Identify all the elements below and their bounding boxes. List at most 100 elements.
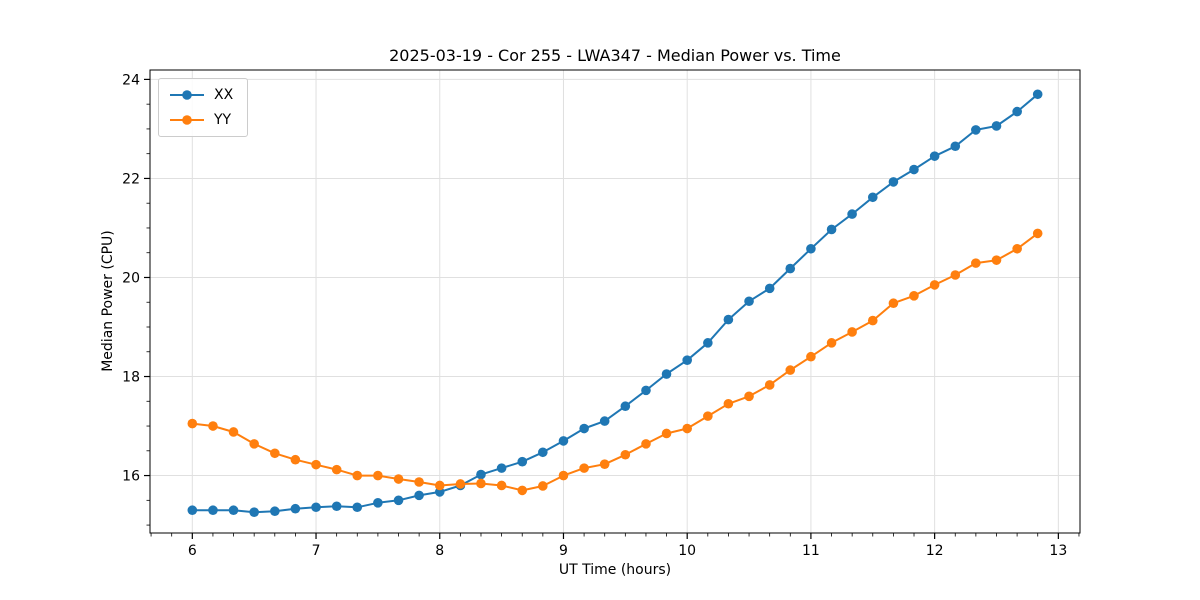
data-point-yy xyxy=(496,480,507,491)
y-tick-label-24: 24 xyxy=(122,72,140,88)
data-point-xx xyxy=(517,456,528,467)
data-point-yy xyxy=(352,470,363,481)
data-point-xx xyxy=(991,121,1002,131)
y-tick-label-18: 18 xyxy=(122,370,140,386)
data-point-yy xyxy=(599,459,610,469)
data-point-xx xyxy=(929,151,940,161)
data-point-xx xyxy=(496,463,507,473)
data-point-xx xyxy=(847,209,857,219)
data-point-xx xyxy=(785,263,796,274)
data-point-yy xyxy=(414,477,424,487)
data-point-xx xyxy=(682,355,692,365)
data-point-xx xyxy=(1032,89,1043,100)
x-tick-label-10: 10 xyxy=(678,543,696,559)
x-tick-label-8: 8 xyxy=(435,543,444,559)
data-point-yy xyxy=(558,470,569,481)
legend-marker-xx-icon xyxy=(170,90,204,100)
data-point-xx xyxy=(620,401,631,412)
data-point-yy xyxy=(991,255,1002,265)
series-xx-line xyxy=(191,93,1039,514)
data-point-yy xyxy=(764,380,775,390)
data-point-yy xyxy=(1032,228,1043,239)
legend-marker-yy-icon xyxy=(170,115,204,125)
data-point-yy xyxy=(682,423,692,434)
y-tick-label-20: 20 xyxy=(122,270,140,286)
data-point-yy xyxy=(373,470,383,481)
data-point-yy xyxy=(929,280,940,290)
data-point-yy xyxy=(187,418,198,429)
data-point-xx xyxy=(806,243,816,254)
legend-item-xx: XX xyxy=(168,85,233,105)
data-point-xx xyxy=(208,505,218,516)
data-point-yy xyxy=(950,270,961,280)
data-point-yy xyxy=(455,479,466,489)
data-point-xx xyxy=(393,495,404,506)
data-point-xx xyxy=(641,385,651,396)
x-tick-label-7: 7 xyxy=(312,543,321,559)
data-point-xx xyxy=(249,507,259,518)
y-tick-label-16: 16 xyxy=(122,469,140,485)
data-point-yy xyxy=(228,427,239,437)
chart-title: 2025-03-19 - Cor 255 - LWA347 - Median P… xyxy=(389,46,841,65)
data-point-xx xyxy=(579,423,589,434)
x-tick-label-6: 6 xyxy=(188,543,197,559)
data-point-yy xyxy=(290,454,301,465)
data-point-yy xyxy=(971,258,981,268)
y-tick-label-22: 22 xyxy=(122,171,140,187)
data-point-xx xyxy=(558,436,569,446)
x-tick-label-12: 12 xyxy=(926,543,944,559)
data-point-xx xyxy=(867,192,878,203)
data-point-xx xyxy=(888,177,899,187)
legend-item-yy: YY xyxy=(168,110,233,130)
data-point-yy xyxy=(909,291,919,301)
data-point-xx xyxy=(764,283,775,294)
axes-spines xyxy=(149,69,1081,534)
data-point-yy xyxy=(393,474,404,484)
data-point-xx xyxy=(826,224,837,235)
data-point-yy xyxy=(661,428,672,439)
data-point-xx xyxy=(661,369,672,379)
data-point-yy xyxy=(517,485,528,496)
data-point-yy xyxy=(806,351,816,362)
data-point-yy xyxy=(703,411,713,421)
data-point-xx xyxy=(971,125,981,135)
data-point-yy xyxy=(620,449,631,460)
x-tick-label-13: 13 xyxy=(1049,543,1067,559)
data-point-xx xyxy=(1012,106,1022,117)
legend: XX YY xyxy=(158,78,249,137)
data-point-yy xyxy=(641,439,651,449)
data-point-yy xyxy=(249,439,259,449)
data-point-yy xyxy=(867,315,878,326)
data-point-xx xyxy=(476,469,486,480)
data-point-yy xyxy=(331,464,342,475)
data-point-xx xyxy=(538,447,548,458)
data-point-yy xyxy=(785,365,796,375)
data-point-xx xyxy=(414,490,424,501)
data-point-yy xyxy=(208,421,218,431)
data-point-xx xyxy=(228,505,239,516)
data-point-xx xyxy=(270,506,280,517)
series-yy-line xyxy=(191,232,1039,492)
data-point-xx xyxy=(311,502,321,513)
data-point-yy xyxy=(434,480,445,491)
data-point-yy xyxy=(826,338,837,348)
data-point-xx xyxy=(187,505,198,516)
data-point-yy xyxy=(847,327,857,337)
x-axis-label: UT Time (hours) xyxy=(558,562,672,578)
data-point-yy xyxy=(723,398,734,409)
legend-label-xx: XX xyxy=(214,87,234,103)
data-point-xx xyxy=(290,503,301,514)
data-point-yy xyxy=(270,448,280,459)
data-point-yy xyxy=(311,459,321,470)
x-tick-label-9: 9 xyxy=(559,543,568,559)
data-point-yy xyxy=(744,391,754,402)
data-point-yy xyxy=(538,481,548,491)
data-point-xx xyxy=(599,416,610,426)
data-point-xx xyxy=(352,502,363,513)
legend-label-yy: YY xyxy=(214,112,232,128)
data-point-xx xyxy=(744,296,754,307)
data-point-xx xyxy=(950,141,961,152)
y-axis-label: Median Power (CPU) xyxy=(100,230,116,372)
